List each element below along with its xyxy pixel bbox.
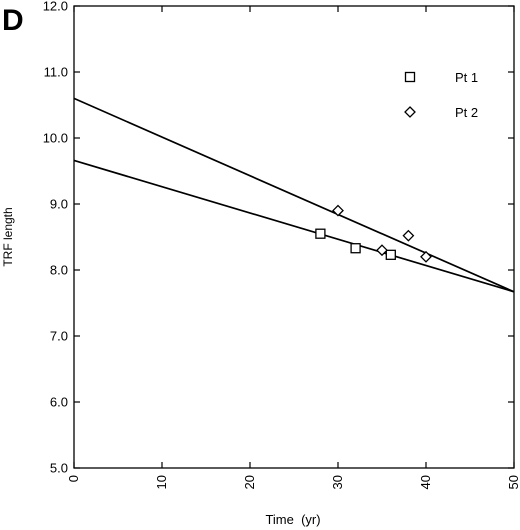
data-point-square: [385, 249, 396, 260]
plot-area: 5.0 6.0 7.0 8.0 9.0 10.0 11.0 12.0 0 10 20 30 40 50 Pt…: [43, 0, 520, 489]
legend-marker-square: [404, 71, 416, 83]
legend-label: Pt 2: [455, 105, 478, 120]
data-point-square: [315, 228, 326, 239]
y-tick-label: 8.0: [50, 263, 68, 278]
fit-line-2: [73, 97, 515, 293]
legend-label: Pt 1: [455, 70, 478, 85]
y-tick-label: 12.0: [43, 0, 68, 14]
y-tick-label: 6.0: [50, 395, 68, 410]
data-point-diamond: [420, 250, 432, 263]
y-tick-label: 11.0: [44, 65, 68, 80]
y-axis-label: TRF length: [1, 207, 15, 266]
x-tick-label: 50: [506, 475, 520, 489]
y-tick-label: 10.0: [43, 131, 68, 146]
legend-marker-diamond: [404, 106, 416, 118]
x-tick-label: 40: [418, 475, 433, 489]
data-point-diamond: [332, 204, 344, 217]
data-point-diamond: [402, 229, 415, 242]
panel-label: D: [2, 4, 24, 37]
x-tick-label: 30: [330, 475, 345, 489]
y-tick-label: 7.0: [50, 329, 68, 344]
data-point-square: [350, 243, 361, 254]
y-tick-label: 9.0: [50, 197, 68, 212]
x-tick-label: 20: [242, 475, 257, 489]
x-tick-label: 10: [154, 475, 169, 489]
y-tick-label: 5.0: [50, 461, 68, 476]
data-point-diamond: [376, 244, 388, 257]
x-tick-label: 0: [66, 475, 81, 482]
fit-line-1: [73, 159, 515, 293]
x-axis-label: Time (yr): [265, 512, 320, 527]
plot-frame: [73, 5, 515, 469]
